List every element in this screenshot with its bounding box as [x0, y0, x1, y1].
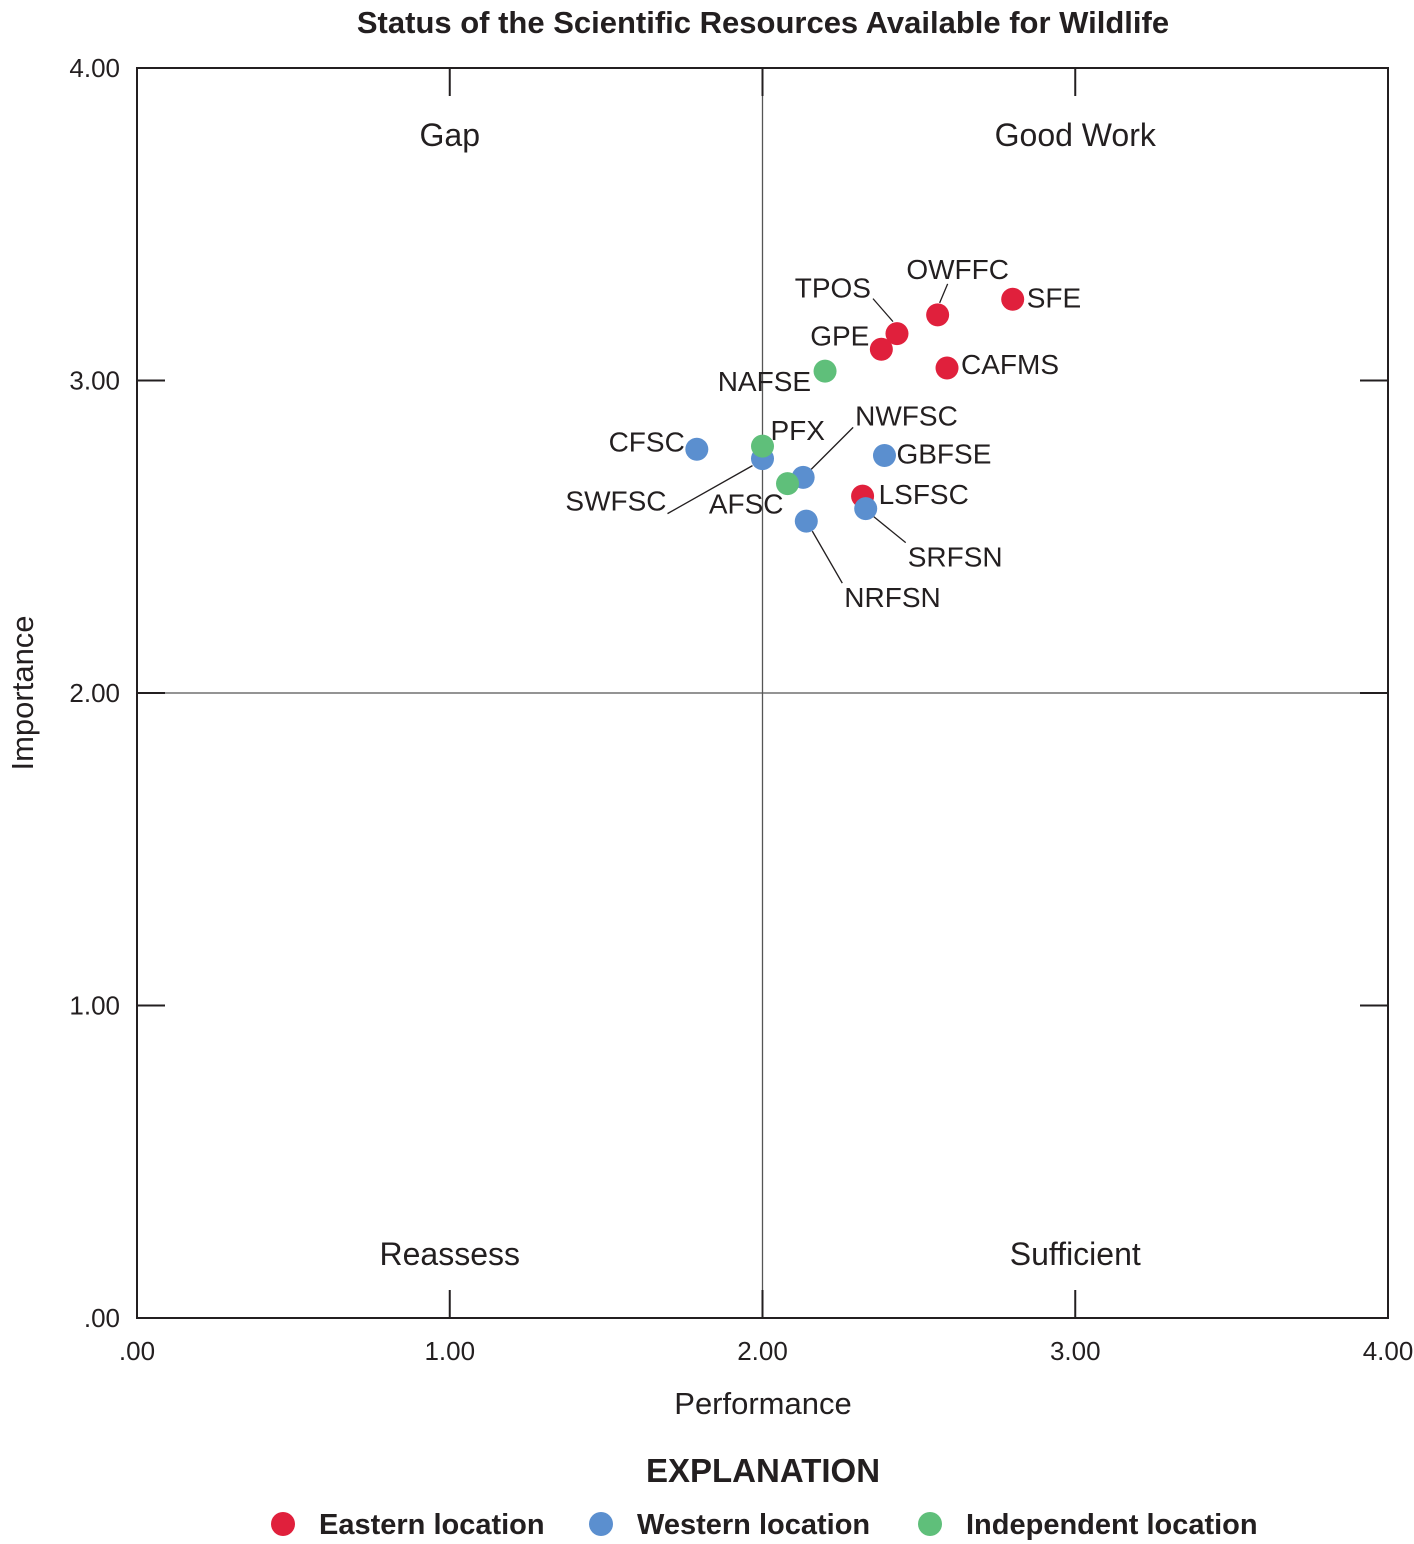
leader-nwfsc [810, 426, 854, 470]
x-tick-label: .00 [119, 1336, 155, 1366]
point-gpe [869, 337, 893, 361]
legend-label-independent-location: Independent location [966, 1509, 1258, 1541]
point-nrfsn [794, 509, 818, 533]
point-tpos [885, 322, 909, 346]
point-label-nafse: NAFSE [718, 366, 811, 397]
chart-title: Status of the Scientific Resources Avail… [357, 5, 1169, 40]
y-tick-label: 1.00 [69, 991, 120, 1021]
x-tick-label: 3.00 [1050, 1336, 1101, 1366]
leader-tpos [872, 298, 894, 323]
y-tick-label: 4.00 [69, 53, 120, 83]
point-label-afsc: AFSC [709, 489, 784, 520]
point-label-owffc: OWFFC [906, 254, 1009, 285]
legend-marker-eastern-location [271, 1512, 295, 1536]
point-gbfse [872, 444, 896, 467]
legend-label-eastern-location: Eastern location [319, 1509, 545, 1541]
point-label-nwfsc: NWFSC [855, 400, 958, 431]
leader-srfsn [873, 516, 907, 544]
point-sfe [1001, 287, 1025, 311]
point-label-tpos: TPOS [795, 273, 871, 304]
leader-owffc [939, 283, 949, 304]
point-label-nrfsn: NRFSN [844, 582, 940, 613]
x-tick-label: 4.00 [1363, 1336, 1414, 1366]
leader-swfsc [667, 465, 753, 515]
y-tick-label: 2.00 [69, 678, 120, 708]
point-pfx [751, 434, 774, 458]
grid-layer [136, 67, 1389, 1319]
quadrant-label-bottom-right: Sufficient [1010, 1236, 1141, 1272]
point-label-pfx: PFX [771, 415, 826, 446]
legend-label-western-location: Western location [637, 1509, 870, 1541]
leader-lines [667, 283, 949, 584]
quadrant-label-bottom-left: Reassess [380, 1236, 521, 1272]
point-label-cafms: CAFMS [961, 349, 1059, 380]
point-srfsn [854, 497, 878, 521]
y-tick-label: .00 [84, 1303, 120, 1333]
point-cfsc [685, 437, 709, 461]
tick-layer: .00 1.00 2.00 3.00 4.00 .00 1.00 2.00 3.00 4.00 [69, 53, 1413, 1366]
legend-marker-western-location [589, 1512, 613, 1536]
point-label-swfsc: SWFSC [565, 486, 666, 517]
point-label-sfe: SFE [1027, 282, 1081, 313]
y-tick-label: 3.00 [69, 366, 120, 396]
legend: Eastern location Western location Independ… [271, 1509, 1258, 1541]
point-owffc [926, 303, 950, 327]
quadrant-label-top-right: Good Work [995, 117, 1157, 153]
x-tick-label: 1.00 [424, 1336, 475, 1366]
quadrant-label-top-left: Gap [420, 117, 480, 153]
point-afsc [776, 472, 800, 496]
point-label-gbfse: GBFSE [896, 439, 991, 470]
point-label-cfsc: CFSC [609, 426, 685, 457]
point-cafms [935, 356, 959, 380]
x-tick-label: 2.00 [737, 1336, 788, 1366]
data-points [685, 287, 1025, 533]
legend-marker-independent-location [918, 1512, 942, 1536]
point-label-gpe: GPE [810, 320, 869, 351]
point-nafse [813, 359, 837, 383]
legend-title: EXPLANATION [646, 1452, 880, 1489]
point-label-lsfsc: LSFSC [879, 479, 969, 510]
quadrant-labels: Gap Good Work Reassess Sufficient [380, 117, 1157, 1272]
y-axis-label: Importance [5, 615, 40, 770]
point-labels: OWFFC SFE TPOS GPE CAFMS LSFSC CFSC SWFSC NWFSC G… [565, 254, 1081, 613]
x-axis-label: Performance [674, 1386, 851, 1421]
point-label-srfsn: SRFSN [908, 542, 1003, 573]
leader-nrfsn [811, 530, 843, 584]
